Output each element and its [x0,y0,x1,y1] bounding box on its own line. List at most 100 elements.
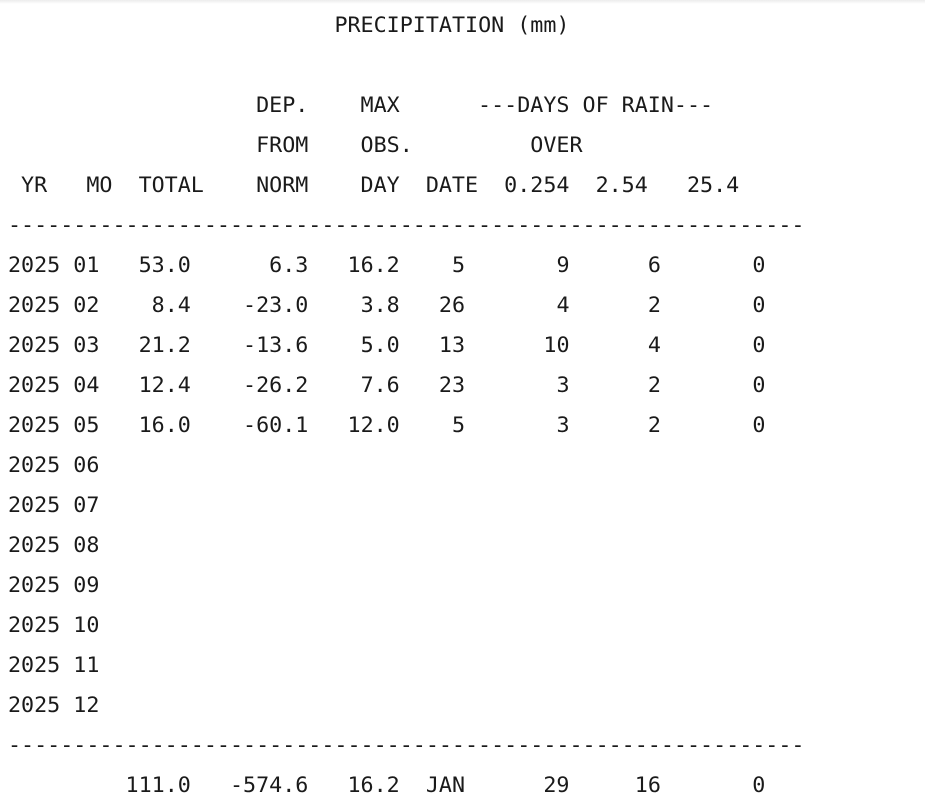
month-cell: 07 [73,493,100,518]
month-cell: 04 [73,373,100,398]
total-date-cell: JAN [399,773,466,798]
total-d0254-cell: 29 [465,773,570,798]
year-cell: 2025 [8,693,61,718]
top-edge-shadow [0,0,925,4]
total-max-cell: 16.2 [308,773,400,798]
d0254-cell: 3 [465,413,570,438]
d0254-cell: 10 [465,333,570,358]
d0254-cell: 3 [465,373,570,398]
table-row: 2025 03 21.2 -13.6 5.0 13 10 4 0 [8,326,804,366]
d254-cell: 4 [569,333,661,358]
gap [60,533,73,558]
gap [60,653,73,678]
d254x-cell: 0 [660,253,766,278]
month-cell: 06 [73,453,100,478]
d254x-cell: 0 [660,293,766,318]
total-cell: 21.2 [99,333,191,358]
year-cell: 2025 [8,653,61,678]
gap [60,453,73,478]
gap [60,333,73,358]
header-line-3: YR MO TOTAL NORM DAY DATE 0.254 2.54 25.… [8,173,740,198]
table-row: 2025 01 53.0 6.3 16.2 5 9 6 0 [8,246,804,286]
total-d254x-cell: 0 [660,773,766,798]
table-row: 2025 06 [8,446,804,486]
gap [60,573,73,598]
separator-bottom: ----------------------------------------… [8,733,805,758]
max-cell: 3.8 [308,293,400,318]
total-cell: 53.0 [99,253,191,278]
max-cell: 5.0 [308,333,400,358]
month-cell: 10 [73,613,100,638]
month-cell: 12 [73,693,100,718]
report-title-line: PRECIPITATION (mm) [8,6,804,46]
year-cell: 2025 [8,333,61,358]
dep-cell: -26.2 [190,373,309,398]
dep-cell: -23.0 [190,293,309,318]
year-cell: 2025 [8,413,61,438]
month-cell: 09 [73,573,100,598]
d254-cell: 2 [569,293,661,318]
date-cell: 5 [399,413,466,438]
d254x-cell: 0 [660,413,766,438]
month-cell: 02 [73,293,100,318]
year-cell: 2025 [8,613,61,638]
date-cell: 23 [399,373,466,398]
total-cell: 12.4 [99,373,191,398]
table-row: 2025 10 [8,606,804,646]
date-cell: 5 [399,253,466,278]
table-row: 2025 09 [8,566,804,606]
month-cell: 01 [73,253,100,278]
gap [60,613,73,638]
year-cell: 2025 [8,533,61,558]
table-row: 2025 11 [8,646,804,686]
month-cell: 11 [73,653,100,678]
year-cell: 2025 [8,253,61,278]
year-cell: 2025 [8,293,61,318]
d0254-cell: 4 [465,293,570,318]
totals-row: 111.0 -574.6 16.2 JAN 29 16 0 [8,766,804,806]
date-cell: 13 [399,333,466,358]
separator-top: ----------------------------------------… [8,213,805,238]
d254-cell: 6 [569,253,661,278]
gap [60,493,73,518]
table-row: 2025 04 12.4 -26.2 7.6 23 3 2 0 [8,366,804,406]
table-row: 2025 12 [8,686,804,726]
gap [60,693,73,718]
d0254-cell: 9 [465,253,570,278]
date-cell: 26 [399,293,466,318]
year-cell: 2025 [8,573,61,598]
max-cell: 7.6 [308,373,400,398]
gap [60,373,73,398]
totals-indent [8,773,99,798]
precipitation-report: PRECIPITATION (mm) DEP. MAX ---DAYS OF R… [8,6,804,806]
gap [60,293,73,318]
gap [60,253,73,278]
d254x-cell: 0 [660,373,766,398]
month-cell: 08 [73,533,100,558]
dep-cell: -60.1 [190,413,309,438]
gap [60,413,73,438]
report-title: PRECIPITATION (mm) [334,13,570,38]
header-line-1: DEP. MAX ---DAYS OF RAIN--- [8,93,714,118]
monthly-rows: 2025 01 53.0 6.3 16.2 5 9 6 0 2025 02 8.4… [8,246,804,726]
header-line-2: FROM OBS. OVER [8,133,583,158]
year-cell: 2025 [8,373,61,398]
dep-cell: -13.6 [190,333,309,358]
year-cell: 2025 [8,453,61,478]
d254-cell: 2 [569,373,661,398]
month-cell: 03 [73,333,100,358]
d254x-cell: 0 [660,333,766,358]
total-dep-cell: -574.6 [190,773,309,798]
table-row: 2025 07 [8,486,804,526]
year-cell: 2025 [8,493,61,518]
max-cell: 16.2 [308,253,400,278]
total-d254-cell: 16 [569,773,661,798]
table-row: 2025 02 8.4 -23.0 3.8 26 4 2 0 [8,286,804,326]
table-row: 2025 05 16.0 -60.1 12.0 5 3 2 0 [8,406,804,446]
max-cell: 12.0 [308,413,400,438]
blank-line [8,46,804,86]
total-cell: 16.0 [99,413,191,438]
title-indent [8,13,334,38]
d254-cell: 2 [569,413,661,438]
table-row: 2025 08 [8,526,804,566]
